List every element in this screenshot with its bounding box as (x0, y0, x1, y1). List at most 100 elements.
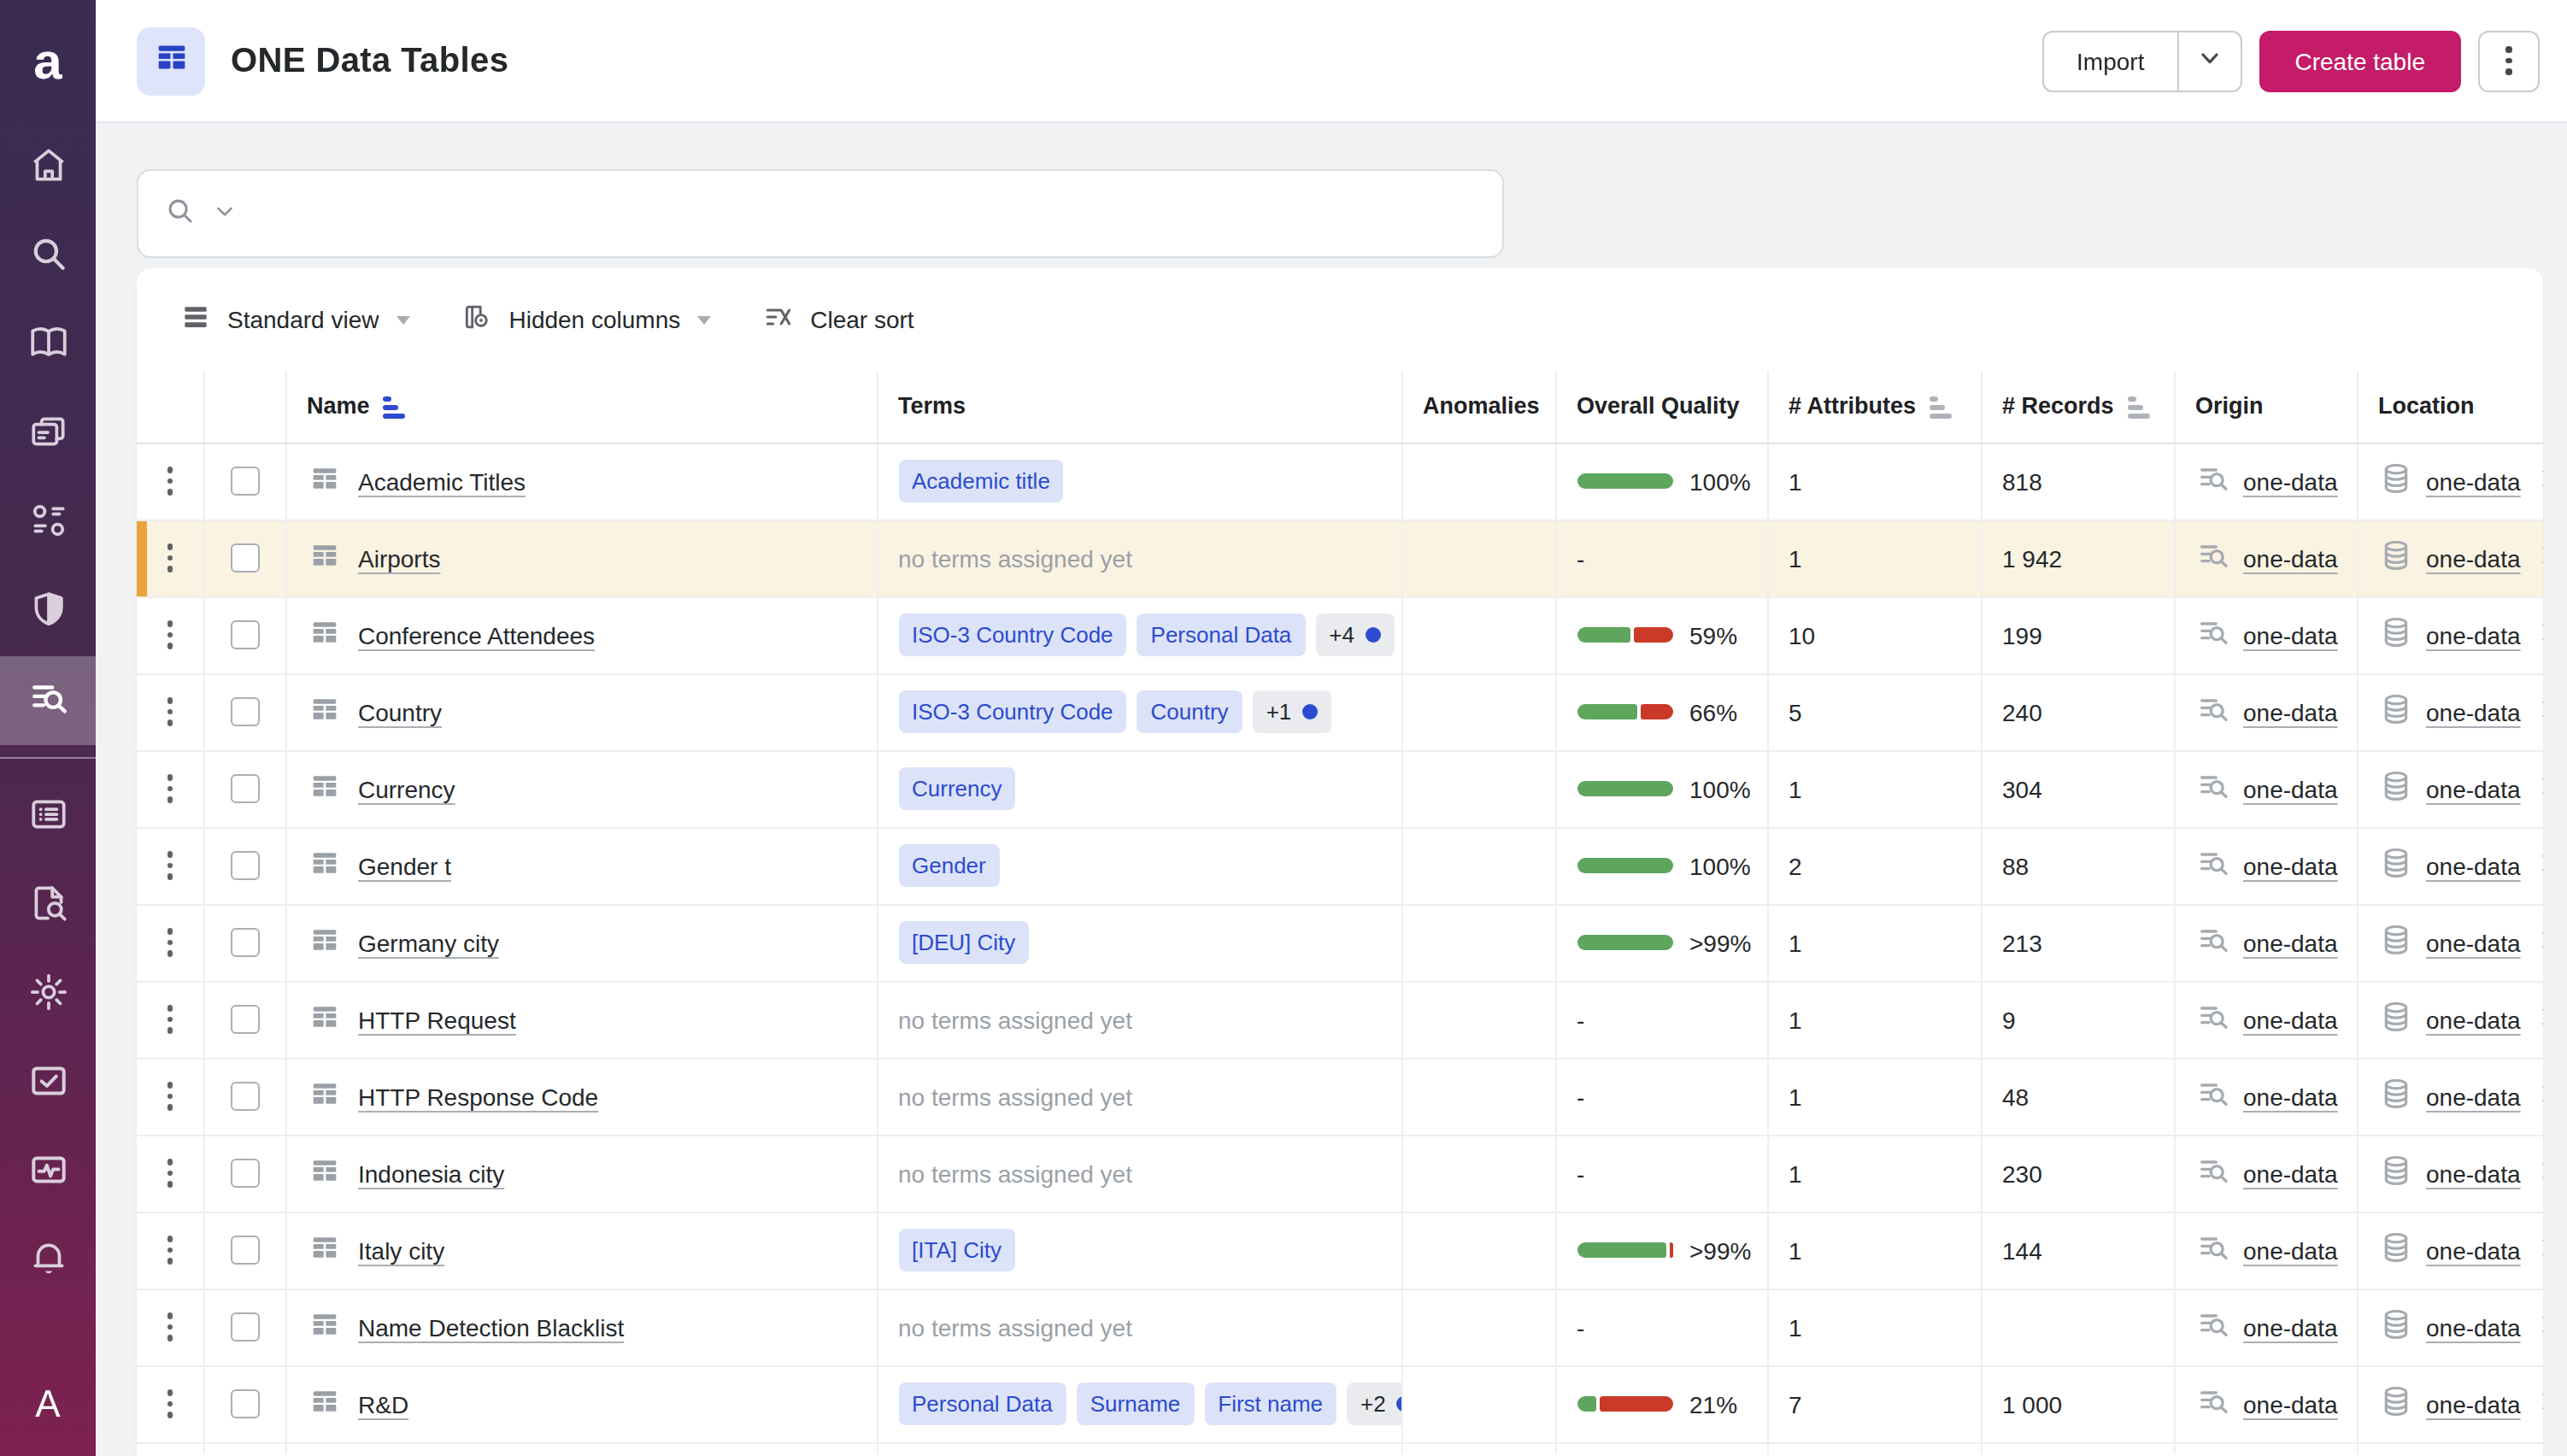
location-link[interactable]: one-data (2426, 775, 2521, 802)
import-button[interactable]: Import (2044, 32, 2176, 90)
row-checkbox[interactable] (230, 1082, 259, 1111)
sidebar-item-search[interactable] (0, 212, 96, 301)
row-menu-button[interactable] (137, 1313, 203, 1342)
term-chip[interactable]: ISO-3 Country Code (898, 690, 1127, 733)
origin-link[interactable]: one-data (2243, 1390, 2338, 1418)
sidebar-item-policies[interactable] (0, 567, 96, 656)
clear-sort-button[interactable]: Clear sort (762, 301, 913, 338)
location-link[interactable]: one-data (2426, 1236, 2521, 1264)
term-chip[interactable]: Gender (898, 844, 1000, 887)
table-row[interactable]: HTTP Requestno terms assigned yet-19 one… (137, 981, 2543, 1058)
row-menu-button[interactable] (137, 1160, 203, 1188)
term-chip[interactable]: Personal Data (1137, 614, 1306, 656)
search-filter-chevron-icon[interactable] (212, 197, 238, 230)
table-name-link[interactable]: HTTP Request (358, 1006, 516, 1033)
sidebar-item-tasks[interactable] (0, 1039, 96, 1128)
import-dropdown-button[interactable] (2176, 32, 2240, 90)
origin-link[interactable]: one-data (2243, 1313, 2338, 1341)
location-link[interactable]: one-data (2426, 1006, 2521, 1033)
table-row[interactable]: Gender tGender100%288 one-data one-data (137, 827, 2543, 904)
column-header-origin[interactable]: Origin (2174, 371, 2357, 443)
table-row[interactable]: Name Detection Blacklistno terms assigne… (137, 1289, 2543, 1365)
column-header-attributes[interactable]: # Attributes (1767, 371, 1981, 443)
table-row[interactable]: CurrencyCurrency100%1304 one-data one-da… (137, 750, 2543, 827)
row-menu-button[interactable] (137, 621, 203, 649)
origin-link[interactable]: one-data (2243, 467, 2338, 495)
sidebar-item-glossary[interactable] (0, 301, 96, 390)
hidden-columns-button[interactable]: Hidden columns (461, 301, 711, 338)
row-menu-button[interactable] (137, 1006, 203, 1034)
table-name-link[interactable]: Germany city (358, 929, 499, 956)
location-link[interactable]: one-data (2426, 698, 2521, 725)
location-link[interactable]: one-data (2426, 1160, 2521, 1187)
header-more-button[interactable] (2478, 30, 2540, 91)
row-checkbox[interactable] (230, 1236, 259, 1265)
row-checkbox[interactable] (230, 620, 259, 649)
table-row[interactable]: HTTP Response Codeno terms assigned yet-… (137, 1058, 2543, 1135)
search-input[interactable] (253, 171, 1477, 256)
table-row[interactable]: Airportsno terms assigned yet-11 942 one… (137, 520, 2543, 596)
location-link[interactable]: one-data (2426, 1083, 2521, 1110)
table-name-link[interactable]: R&D (358, 1390, 408, 1418)
sidebar-item-assets[interactable] (0, 478, 96, 567)
sidebar-item-profiling[interactable] (0, 861, 96, 950)
column-header-terms[interactable]: Terms (877, 371, 1401, 443)
row-menu-button[interactable] (137, 929, 203, 957)
table-name-link[interactable]: Airports (358, 544, 440, 572)
row-checkbox[interactable] (230, 928, 259, 957)
table-row[interactable]: Indonesia cityno terms assigned yet-1230… (137, 1135, 2543, 1212)
term-chip[interactable]: ISO-3 Country Code (898, 614, 1127, 656)
row-checkbox[interactable] (230, 1159, 259, 1188)
origin-link[interactable]: one-data (2243, 929, 2338, 956)
sidebar-item-catalog[interactable] (0, 390, 96, 478)
table-name-link[interactable]: Gender t (358, 852, 451, 879)
table-row[interactable]: Italy city[ITA] City>99%1144 one-data on… (137, 1212, 2543, 1289)
location-link[interactable]: one-data (2426, 544, 2521, 572)
table-row[interactable]: Academic TitlesAcademic title100%1818 on… (137, 443, 2543, 520)
column-header-overall-quality[interactable]: Overall Quality (1555, 371, 1767, 443)
location-link[interactable]: one-data (2426, 1390, 2521, 1418)
origin-link[interactable]: one-data (2243, 698, 2338, 725)
location-link[interactable]: one-data (2426, 621, 2521, 649)
table-row[interactable]: CountryISO-3 Country CodeCountry+166%524… (137, 673, 2543, 750)
term-chip[interactable]: Country (1137, 690, 1242, 733)
term-chip[interactable]: First name (1204, 1383, 1336, 1425)
term-chip[interactable]: Personal Data (898, 1383, 1066, 1425)
table-name-link[interactable]: Italy city (358, 1236, 444, 1264)
origin-link[interactable]: one-data (2243, 1160, 2338, 1187)
row-menu-button[interactable] (137, 698, 203, 726)
row-menu-button[interactable] (137, 544, 203, 572)
sidebar-item-monitoring[interactable] (0, 1128, 96, 1217)
row-checkbox[interactable] (230, 697, 259, 726)
term-chip[interactable]: [ITA] City (898, 1229, 1015, 1271)
origin-link[interactable]: one-data (2243, 1083, 2338, 1110)
table-name-link[interactable]: Academic Titles (358, 467, 526, 495)
table-name-link[interactable]: Indonesia city (358, 1160, 504, 1187)
column-header-anomalies[interactable]: Anomalies (1401, 371, 1555, 443)
origin-link[interactable]: one-data (2243, 1236, 2338, 1264)
row-checkbox[interactable] (230, 1312, 259, 1342)
origin-link[interactable]: one-data (2243, 1006, 2338, 1033)
sidebar-item-notifications[interactable] (0, 1217, 96, 1306)
table-name-link[interactable]: Name Detection Blacklist (358, 1313, 624, 1341)
more-terms-chip[interactable]: +1 (1253, 690, 1331, 733)
more-terms-chip[interactable]: +4 (1315, 614, 1394, 656)
row-menu-button[interactable] (137, 467, 203, 496)
origin-link[interactable]: one-data (2243, 775, 2338, 802)
table-name-link[interactable]: Currency (358, 775, 455, 802)
row-checkbox[interactable] (230, 1005, 259, 1034)
row-checkbox[interactable] (230, 467, 259, 496)
column-header-name[interactable]: Name (285, 371, 877, 443)
column-header-location[interactable]: Location (2357, 371, 2543, 443)
sidebar-item-settings[interactable] (0, 950, 96, 1039)
column-header-records[interactable]: # Records (1981, 371, 2174, 443)
row-checkbox[interactable] (230, 774, 259, 803)
table-name-link[interactable]: HTTP Response Code (358, 1083, 598, 1110)
user-avatar[interactable]: A (14, 1371, 82, 1439)
table-row[interactable]: Conference AttendeesISO-3 Country CodePe… (137, 596, 2543, 673)
table-row[interactable]: R&DPersonal DataSurnameFirst name+221%71… (137, 1365, 2543, 1442)
row-menu-button[interactable] (137, 852, 203, 880)
row-menu-button[interactable] (137, 1236, 203, 1265)
location-link[interactable]: one-data (2426, 467, 2521, 495)
location-link[interactable]: one-data (2426, 852, 2521, 879)
